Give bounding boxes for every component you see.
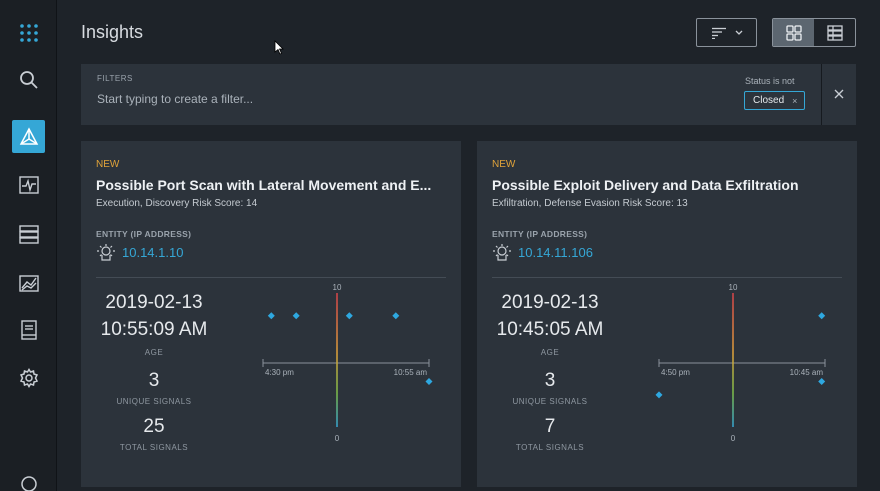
sidebar-analytics-button[interactable] <box>12 266 45 299</box>
sidebar-user-button[interactable] <box>12 468 45 491</box>
close-icon <box>834 89 844 99</box>
insight-date: 2019-02-13 <box>501 292 599 313</box>
signals-pulse-icon <box>18 175 39 194</box>
sidebar-rules-button[interactable] <box>12 313 45 346</box>
insight-title[interactable]: Possible Port Scan with Lateral Movement… <box>96 177 432 193</box>
list-view-button[interactable] <box>814 19 855 46</box>
filter-divider <box>821 64 822 125</box>
insight-title[interactable]: Possible Exploit Delivery and Data Exfil… <box>492 177 799 193</box>
y-tick-label: 10 <box>729 283 738 292</box>
x-tick-label: 10:55 am <box>394 368 428 377</box>
insight-status: NEW <box>492 159 516 170</box>
rules-book-icon <box>20 319 37 340</box>
scatter-plot: 10 0 4:50 pm 10:45 am <box>655 283 826 443</box>
total-signals-label: TOTAL SIGNALS <box>515 443 585 452</box>
insight-date: 2019-02-13 <box>105 292 203 313</box>
age-label: AGE <box>144 348 164 357</box>
x-tick-label: 4:30 pm <box>265 368 294 377</box>
sidebar-search-button[interactable] <box>12 63 45 96</box>
insight-time: 10:45:05 AM <box>496 319 604 340</box>
ip-entity-icon <box>493 244 511 261</box>
total-signals-label: TOTAL SIGNALS <box>119 443 189 452</box>
y-tick-label: 0 <box>731 434 736 443</box>
y-tick-label: 0 <box>335 434 340 443</box>
chip-remove-icon[interactable]: × <box>792 95 798 106</box>
sort-dropdown[interactable] <box>696 18 757 47</box>
grid-view-icon <box>785 24 802 41</box>
gear-icon <box>19 367 38 388</box>
signal-point <box>818 312 826 320</box>
total-signals-value: 7 <box>544 416 556 437</box>
sidebar-settings-button[interactable] <box>12 361 45 394</box>
entity-label: ENTITY (IP ADDRESS) <box>96 229 192 239</box>
unique-signals-value: 3 <box>544 370 556 391</box>
risk-axis <box>732 293 734 427</box>
status-chip-text: Closed <box>753 95 785 106</box>
signals-chart: 10 0 4:50 pm 10:45 am <box>653 281 833 447</box>
ip-entity-icon <box>97 244 115 261</box>
insight-status: NEW <box>96 159 120 170</box>
clear-filters-button[interactable] <box>831 86 847 102</box>
age-label: AGE <box>540 348 560 357</box>
entity-label: ENTITY (IP ADDRESS) <box>492 229 588 239</box>
apps-grid-button[interactable] <box>12 16 45 49</box>
status-filter-chip[interactable]: Closed × <box>744 91 805 110</box>
insights-icon <box>19 126 38 145</box>
entity-row: 10.14.11.106 <box>492 243 593 261</box>
grid-view-button[interactable] <box>773 19 814 46</box>
total-signals-value: 25 <box>143 416 165 437</box>
chevron-down-icon <box>735 30 742 35</box>
card-divider <box>96 277 446 278</box>
insight-stats: 2019-02-13 10:45:05 AM AGE 3 UNIQUE SIGN… <box>477 289 623 452</box>
signal-point <box>267 312 275 320</box>
signal-point <box>655 391 663 399</box>
sidebar-insights-button[interactable] <box>12 120 45 153</box>
signal-point <box>425 377 433 385</box>
x-tick-label: 4:50 pm <box>661 368 690 377</box>
records-stack-icon <box>18 224 39 244</box>
analytics-icon <box>18 274 39 292</box>
mouse-cursor-icon <box>274 40 284 55</box>
signal-point <box>818 377 826 385</box>
insight-card[interactable]: NEW Possible Exploit Delivery and Data E… <box>477 141 857 487</box>
signal-point <box>345 312 353 320</box>
status-filter-label: Status is not <box>745 76 795 86</box>
insight-time: 10:55:09 AM <box>100 319 208 340</box>
card-divider <box>492 277 842 278</box>
sort-lines-icon <box>711 27 726 39</box>
grid-dots-icon <box>19 23 38 42</box>
insight-card[interactable]: NEW Possible Port Scan with Lateral Move… <box>81 141 461 487</box>
risk-axis <box>336 293 338 427</box>
page-title: Insights <box>81 22 144 42</box>
y-tick-label: 10 <box>333 283 342 292</box>
user-icon <box>20 475 37 491</box>
entity-ip-link[interactable]: 10.14.11.106 <box>518 244 593 260</box>
unique-signals-label: UNIQUE SIGNALS <box>116 397 192 406</box>
signal-point <box>392 312 400 320</box>
scatter-plot: 10 0 4:30 pm 10:55 am <box>262 283 433 443</box>
main-content: Insights FILTERS Start typing to create … <box>58 0 880 491</box>
x-tick-label: 10:45 am <box>790 368 824 377</box>
insight-stats: 2019-02-13 10:55:09 AM AGE 3 UNIQUE SIGN… <box>81 289 227 452</box>
entity-ip-link[interactable]: 10.14.1.10 <box>122 244 184 260</box>
sidebar <box>0 0 57 491</box>
filter-bar: FILTERS Start typing to create a filter.… <box>81 64 856 125</box>
signal-point <box>292 312 300 320</box>
view-toggle <box>772 18 856 47</box>
entity-row: 10.14.1.10 <box>96 243 183 261</box>
insight-subtitle: Exfiltration, Defense Evasion Risk Score… <box>492 198 688 209</box>
list-view-icon <box>826 24 843 41</box>
insight-subtitle: Execution, Discovery Risk Score: 14 <box>96 198 258 209</box>
search-icon <box>19 70 38 89</box>
signals-chart: 10 0 4:30 pm 10:55 am <box>257 281 437 447</box>
sidebar-signals-button[interactable] <box>12 168 45 201</box>
unique-signals-value: 3 <box>148 370 160 391</box>
unique-signals-label: UNIQUE SIGNALS <box>512 397 588 406</box>
filter-input[interactable]: Start typing to create a filter... <box>97 92 254 106</box>
filters-label: FILTERS <box>97 74 133 83</box>
sidebar-records-button[interactable] <box>12 217 45 250</box>
